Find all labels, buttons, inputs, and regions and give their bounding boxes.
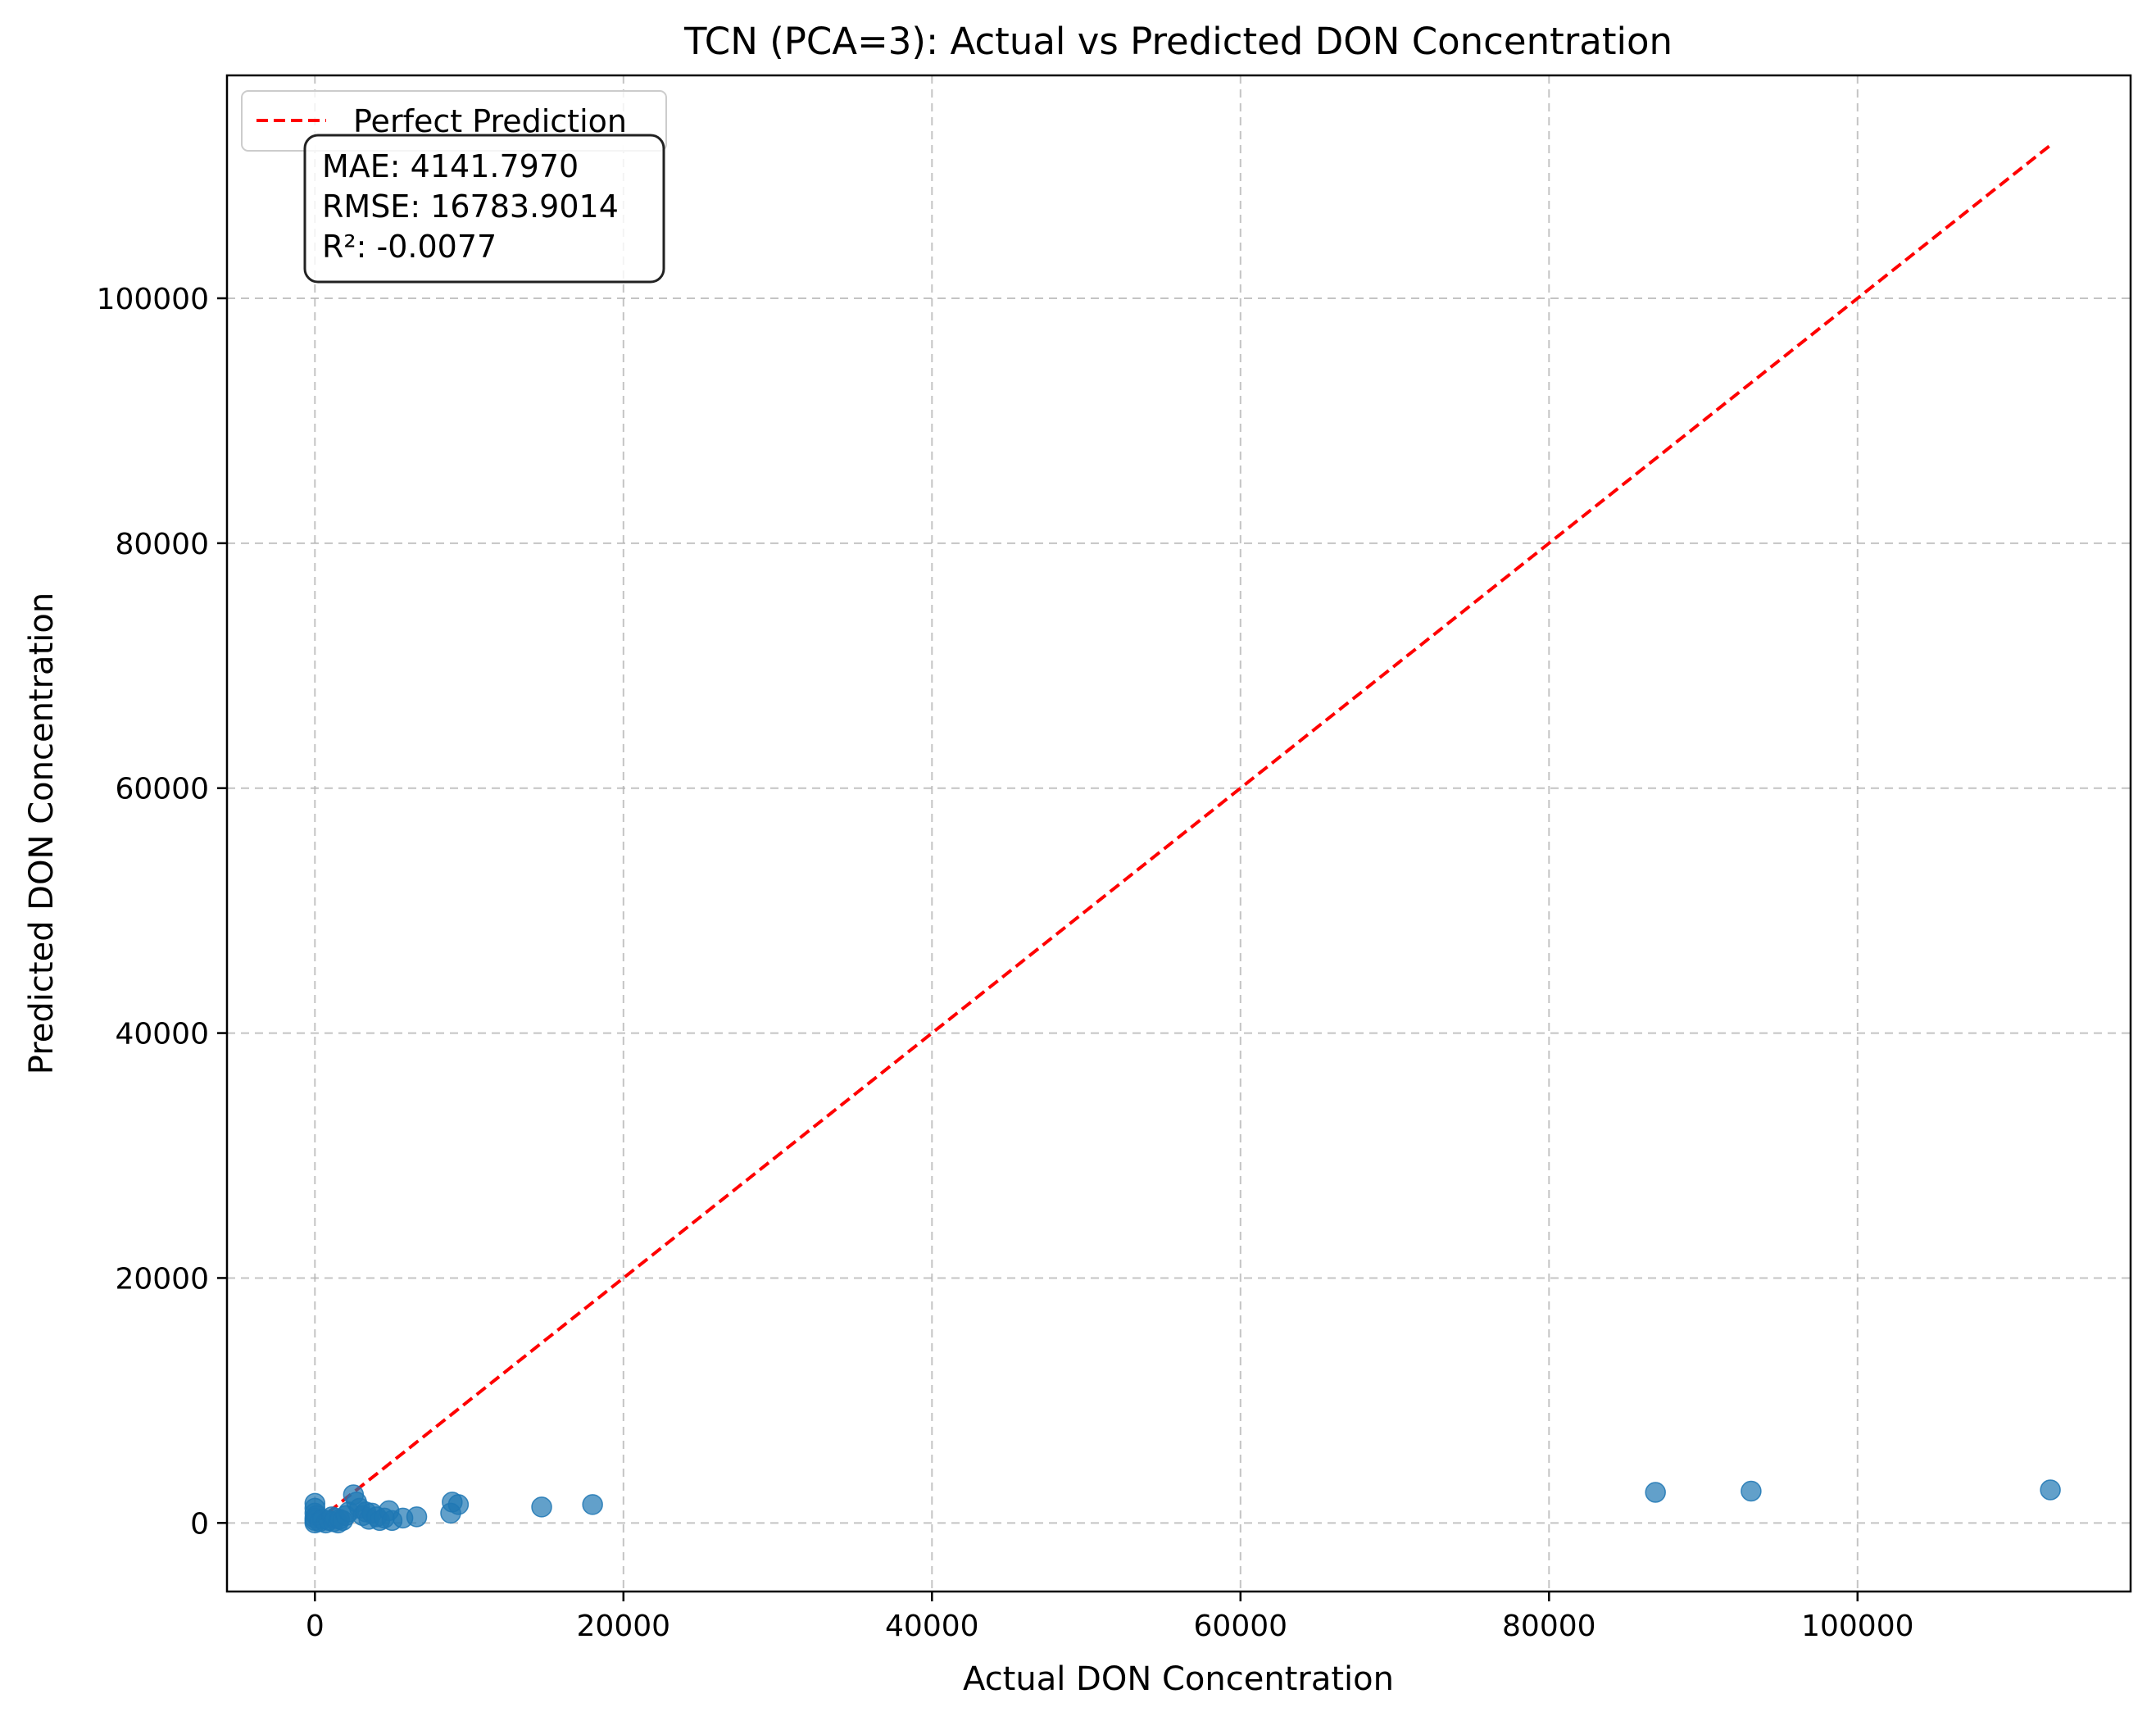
y-axis-label: Predicted DON Concentration — [23, 593, 61, 1074]
stats-box: MAE: 4141.7970 RMSE: 16783.9014 R²: -0.0… — [303, 134, 665, 284]
x-axis-ticks: 0 20000 40000 60000 80000 100000 — [306, 1592, 1914, 1643]
stats-rmse: RMSE: 16783.9014 — [322, 188, 619, 225]
legend-label: Perfect Prediction — [353, 103, 627, 139]
stats-box-frame — [303, 134, 665, 284]
y-tick-label: 0 — [190, 1507, 209, 1541]
stats-r2: R²: -0.0077 — [322, 229, 497, 265]
perfect-prediction-line — [314, 143, 2052, 1524]
data-point — [1645, 1482, 1666, 1503]
x-tick-label: 80000 — [1502, 1610, 1596, 1643]
stats-mae: MAE: 4141.7970 — [322, 148, 579, 184]
plot-frame — [225, 74, 2132, 1593]
x-tick-label: 20000 — [577, 1610, 671, 1643]
data-points — [304, 1479, 2061, 1534]
y-tick-label: 100000 — [97, 283, 209, 316]
y-axis-ticks: 0 20000 40000 60000 80000 100000 — [97, 283, 227, 1541]
chart-title: TCN (PCA=3): Actual vs Predicted DON Con… — [683, 20, 1673, 63]
x-tick-label: 0 — [306, 1610, 325, 1643]
x-axis-label: Actual DON Concentration — [963, 1660, 1394, 1698]
y-tick-label: 60000 — [115, 773, 209, 806]
data-point — [582, 1494, 603, 1515]
x-tick-label: 100000 — [1801, 1610, 1913, 1643]
x-tick-label: 40000 — [885, 1610, 979, 1643]
x-tick-label: 60000 — [1194, 1610, 1288, 1643]
y-tick-label: 80000 — [115, 528, 209, 561]
y-tick-label: 20000 — [115, 1262, 209, 1296]
data-point — [2040, 1479, 2061, 1501]
data-point — [1741, 1480, 1762, 1502]
data-point — [531, 1496, 552, 1518]
y-tick-label: 40000 — [115, 1018, 209, 1051]
reference-line-group — [314, 143, 2052, 1524]
data-point — [406, 1506, 428, 1528]
data-point — [447, 1494, 470, 1515]
grid-lines — [227, 75, 2131, 1592]
